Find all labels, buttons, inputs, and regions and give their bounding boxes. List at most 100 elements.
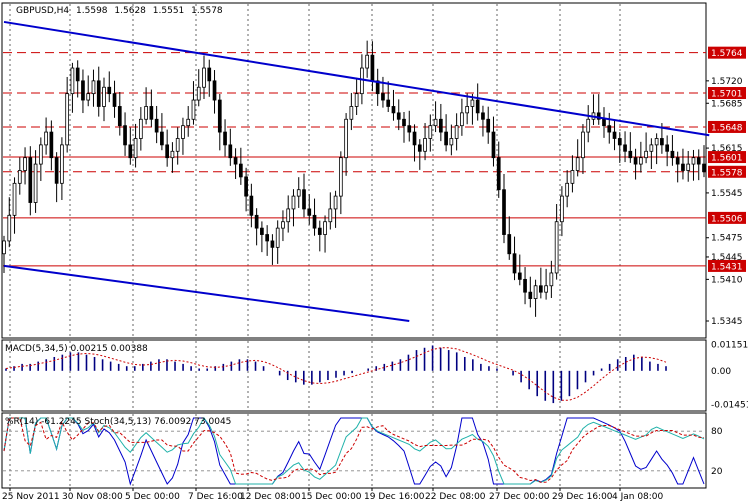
candle-body-7 <box>38 144 43 165</box>
price-panel <box>1 2 707 339</box>
time-tick-label-3: 7 Dec 16:00 <box>188 492 243 502</box>
candle-body-53 <box>281 221 285 229</box>
candle-body-101 <box>533 285 538 299</box>
candle-body-124 <box>654 138 659 146</box>
candle-body-14 <box>75 67 80 82</box>
candle-body-62 <box>328 208 333 223</box>
candle-body-98 <box>517 272 522 280</box>
candle-body-128 <box>675 157 680 165</box>
candle-body-25 <box>133 138 138 159</box>
candle-body-33 <box>175 138 180 152</box>
candle-body-102 <box>538 285 543 293</box>
candle-body-104 <box>549 272 554 287</box>
candle-body-130 <box>686 163 691 171</box>
candle-body-78 <box>412 131 417 146</box>
candle-body-60 <box>317 227 322 235</box>
level-label-2: 1.5648 <box>711 123 743 133</box>
candle-body-121 <box>638 157 643 165</box>
candle-body-9 <box>49 131 54 159</box>
candle-body-74 <box>391 106 396 114</box>
candle-body-115 <box>607 125 612 133</box>
level-tag-1 <box>708 87 746 100</box>
candle-body-118 <box>623 144 627 152</box>
candle-body-113 <box>596 112 601 120</box>
candle-body-88 <box>465 106 470 114</box>
candle-body-105 <box>554 221 559 274</box>
macd-tick-label-1: 0.00 <box>711 367 731 377</box>
level-label-4: 1.5578 <box>711 168 743 178</box>
candle-body-0 <box>2 240 6 255</box>
candle-body-6 <box>33 163 38 203</box>
macd-tick-label-0: 0.01151 <box>711 340 748 350</box>
candle-body-131 <box>691 157 696 165</box>
candle-body-47 <box>249 195 254 216</box>
osc-tick-label-1: 20 <box>711 467 723 477</box>
candle-body-48 <box>254 214 259 229</box>
candle-body-64 <box>338 157 343 197</box>
candle-body-111 <box>586 118 591 133</box>
candle-body-3 <box>17 170 22 184</box>
candle-body-65 <box>344 118 348 159</box>
candle-body-24 <box>128 144 133 159</box>
level-tag-5 <box>708 211 746 224</box>
level-tag-4 <box>708 165 746 178</box>
candle-body-81 <box>428 125 433 139</box>
candle-body-116 <box>612 131 617 139</box>
candle-body-44 <box>233 157 238 165</box>
candle-body-20 <box>107 86 112 95</box>
candle-body-5 <box>28 157 33 203</box>
candle-body-117 <box>617 138 622 146</box>
candle-body-26 <box>138 118 143 139</box>
candle-body-13 <box>70 67 75 95</box>
level-tag-0 <box>708 46 746 59</box>
candles <box>2 40 706 317</box>
candle-body-70 <box>370 54 375 82</box>
level-label-3: 1.5601 <box>711 154 743 164</box>
candle-body-73 <box>386 99 391 107</box>
time-tick-label-5: 15 Dec 00:00 <box>301 492 362 502</box>
candle-body-108 <box>570 170 575 184</box>
candle-body-114 <box>602 118 606 127</box>
candle-body-56 <box>296 189 301 197</box>
wpr-line <box>3 417 705 486</box>
trendlines <box>3 20 710 322</box>
candle-body-109 <box>575 157 580 171</box>
candle-body-110 <box>581 131 585 159</box>
candle-body-119 <box>628 150 633 159</box>
time-tick-label-2: 5 Dec 00:00 <box>125 492 180 502</box>
candle-body-39 <box>207 67 212 82</box>
level-tag-2 <box>708 120 746 133</box>
candle-body-59 <box>312 214 317 229</box>
candle-body-96 <box>507 234 512 255</box>
time-tick-label-1: 30 Nov 08:00 <box>62 492 123 502</box>
candle-body-90 <box>475 99 480 114</box>
price-tick-label-7: 1.5345 <box>711 317 743 327</box>
candle-body-99 <box>523 278 527 293</box>
candle-body-127 <box>670 150 675 159</box>
candle-body-63 <box>333 195 338 210</box>
candle-body-31 <box>165 144 170 159</box>
time-tick-label-10: 4 Jan 08:00 <box>612 492 664 502</box>
time-tick-label-4: 12 Dec 08:00 <box>240 492 301 502</box>
candle-body-97 <box>512 253 517 274</box>
candle-body-37 <box>196 86 201 101</box>
price-axis: 1.57201.56851.56151.55451.54751.54451.54… <box>706 77 743 327</box>
candle-body-83 <box>438 118 443 133</box>
macd-indicator: 0.01151 0.00 -0.01451 <box>5 340 748 410</box>
candle-body-103 <box>544 285 548 293</box>
candle-body-55 <box>291 195 296 210</box>
level-label-0: 1.5764 <box>711 49 743 59</box>
candle-body-79 <box>417 144 422 152</box>
candle-body-28 <box>149 106 154 120</box>
candle-body-10 <box>54 157 59 184</box>
candle-body-38 <box>202 67 206 88</box>
candle-body-123 <box>649 144 654 152</box>
candle-body-91 <box>481 112 485 120</box>
candle-body-75 <box>396 112 401 120</box>
candle-body-129 <box>681 163 685 171</box>
candle-body-49 <box>260 227 264 235</box>
candle-body-2 <box>12 182 17 216</box>
candle-body-106 <box>560 195 564 223</box>
candle-body-36 <box>191 99 196 120</box>
